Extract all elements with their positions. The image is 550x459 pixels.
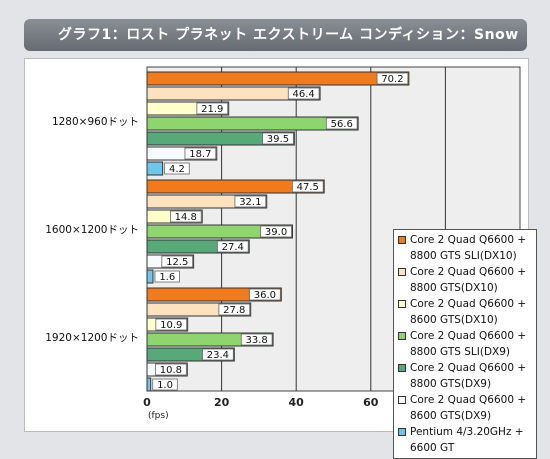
data-label-box <box>325 117 358 130</box>
data-label-box <box>291 180 324 193</box>
chart-legend: Core 2 Quad Q6600 + 8800 GTS SLI(DX10) Co… <box>393 229 537 459</box>
data-label: 1.0 <box>157 380 173 391</box>
legend-swatch <box>398 428 406 436</box>
x-tick-label: 40 <box>289 396 305 409</box>
legend-item: Core 2 Quad Q6600 + 8600 GTS(DX10) <box>398 296 532 328</box>
data-label-box <box>217 240 249 253</box>
data-label: 39.0 <box>265 227 287 238</box>
legend-swatch <box>398 268 406 276</box>
legend-swatch <box>398 396 406 404</box>
chart-title: グラフ1：ロスト プラネット エクストリーム コンディション：Snow <box>24 19 527 51</box>
data-label-box <box>376 72 409 85</box>
data-label: 1.6 <box>159 272 175 283</box>
data-label: 14.8 <box>175 212 197 223</box>
bar <box>146 116 359 131</box>
legend-label: Core 2 Quad Q6600 + 8800 GTS(DX9) <box>410 362 527 390</box>
legend-label: Pentium 4/3.20GHz + 6600 GT <box>410 426 524 454</box>
data-label: 36.0 <box>254 290 276 301</box>
data-label: 56.6 <box>331 119 353 130</box>
legend-swatch <box>398 236 406 244</box>
x-axis-unit: (fps) <box>148 411 169 421</box>
data-label-box <box>234 195 267 208</box>
data-label: 18.7 <box>189 149 211 160</box>
data-label-box <box>155 363 187 376</box>
bar <box>146 224 293 239</box>
legend-item: Core 2 Quad Q6600 + 8600 GTS(DX9) <box>398 392 532 424</box>
data-label-box <box>218 303 251 316</box>
legend-swatch <box>398 300 406 308</box>
data-label: 10.8 <box>160 365 182 376</box>
data-label: 32.1 <box>239 197 261 208</box>
legend-swatch <box>398 332 406 340</box>
data-label-box <box>287 87 320 100</box>
bar <box>146 161 164 176</box>
data-label: 12.5 <box>166 257 188 268</box>
data-label: 33.8 <box>246 335 268 346</box>
bar <box>146 377 152 392</box>
data-label-box <box>164 162 190 175</box>
category-label: 1920×1200ドット <box>45 332 139 344</box>
data-label-box <box>154 270 180 283</box>
data-label: 47.5 <box>297 182 319 193</box>
chart-panel: 020406080100(fps)→Fast1280×960ドット70.246.… <box>24 58 537 459</box>
bar <box>146 269 154 284</box>
legend-swatch <box>398 364 406 372</box>
legend-item: Core 2 Quad Q6600 + 8800 GTS(DX9) <box>398 360 532 392</box>
data-label-box <box>161 255 194 268</box>
data-label-box <box>155 318 188 331</box>
x-tick-label: 20 <box>214 396 230 409</box>
legend-label: Core 2 Quad Q6600 + 8600 GTS(DX10) <box>410 298 527 326</box>
data-label-box <box>249 288 281 301</box>
data-label-box <box>196 102 229 115</box>
data-label-box <box>240 333 273 346</box>
bar <box>146 179 325 194</box>
legend-label: Core 2 Quad Q6600 + 8800 GTS(DX10) <box>410 266 527 294</box>
data-label: 10.9 <box>160 320 182 331</box>
data-label: 4.2 <box>169 164 185 175</box>
legend-label: Core 2 Quad Q6600 + 8600 GTS(DX9) <box>410 394 527 422</box>
legend-label: Core 2 Quad Q6600 + 8800 GTS SLI(DX10) <box>410 234 527 262</box>
legend-label: Core 2 Quad Q6600 + 8800 GTS SLI(DX9) <box>410 330 527 358</box>
legend-item: Core 2 Quad Q6600 + 8800 GTS(DX10) <box>398 264 532 296</box>
data-label-box <box>184 147 217 160</box>
data-label: 39.5 <box>267 134 289 145</box>
data-label-box <box>202 348 234 361</box>
category-label: 1600×1200ドット <box>45 224 139 236</box>
data-label: 70.2 <box>381 74 403 85</box>
data-label-box <box>170 210 202 223</box>
bar <box>146 71 410 86</box>
x-tick-label: 0 <box>143 396 151 409</box>
category-label: 1280×960ドット <box>52 116 139 128</box>
data-label: 27.8 <box>223 305 245 316</box>
data-label-box <box>260 225 292 238</box>
legend-item: Core 2 Quad Q6600 + 8800 GTS SLI(DX10) <box>398 232 532 264</box>
bar <box>146 287 282 302</box>
data-label: 46.4 <box>293 89 315 100</box>
bar <box>146 131 295 146</box>
data-label-box <box>262 132 294 145</box>
data-label-box <box>152 378 178 391</box>
data-label: 21.9 <box>201 104 223 115</box>
data-label: 27.4 <box>222 242 244 253</box>
bar <box>146 86 321 101</box>
data-label: 23.4 <box>207 350 229 361</box>
legend-item: Pentium 4/3.20GHz + 6600 GT <box>398 424 532 456</box>
legend-item: Core 2 Quad Q6600 + 8800 GTS SLI(DX9) <box>398 328 532 360</box>
x-tick-label: 60 <box>363 396 379 409</box>
